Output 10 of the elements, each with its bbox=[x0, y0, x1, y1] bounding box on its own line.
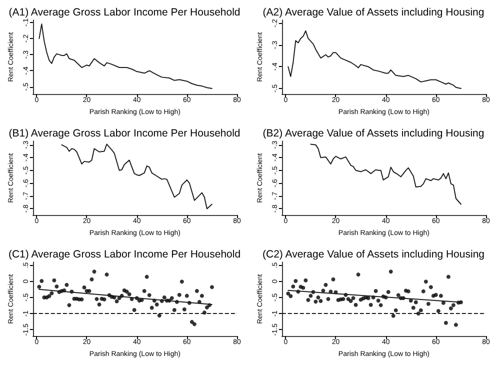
line-series bbox=[310, 144, 462, 205]
chart-title: (A2) Average Value of Assets including Housing bbox=[262, 6, 484, 18]
chart-title: (A1) Average Gross Labor Income Per Household bbox=[8, 6, 240, 18]
line-series bbox=[61, 144, 212, 210]
chart-title: (C1) Average Gross Labor Income Per Household bbox=[8, 248, 241, 260]
line-series bbox=[288, 30, 462, 89]
chart-title: (B1) Average Gross Labor Income Per Household bbox=[8, 128, 240, 140]
chart-title: (C2) Average Value of Assets including Housing bbox=[262, 248, 485, 260]
line-series bbox=[38, 24, 212, 89]
chart-title: (B2) Average Value of Assets including Housing bbox=[262, 128, 484, 140]
